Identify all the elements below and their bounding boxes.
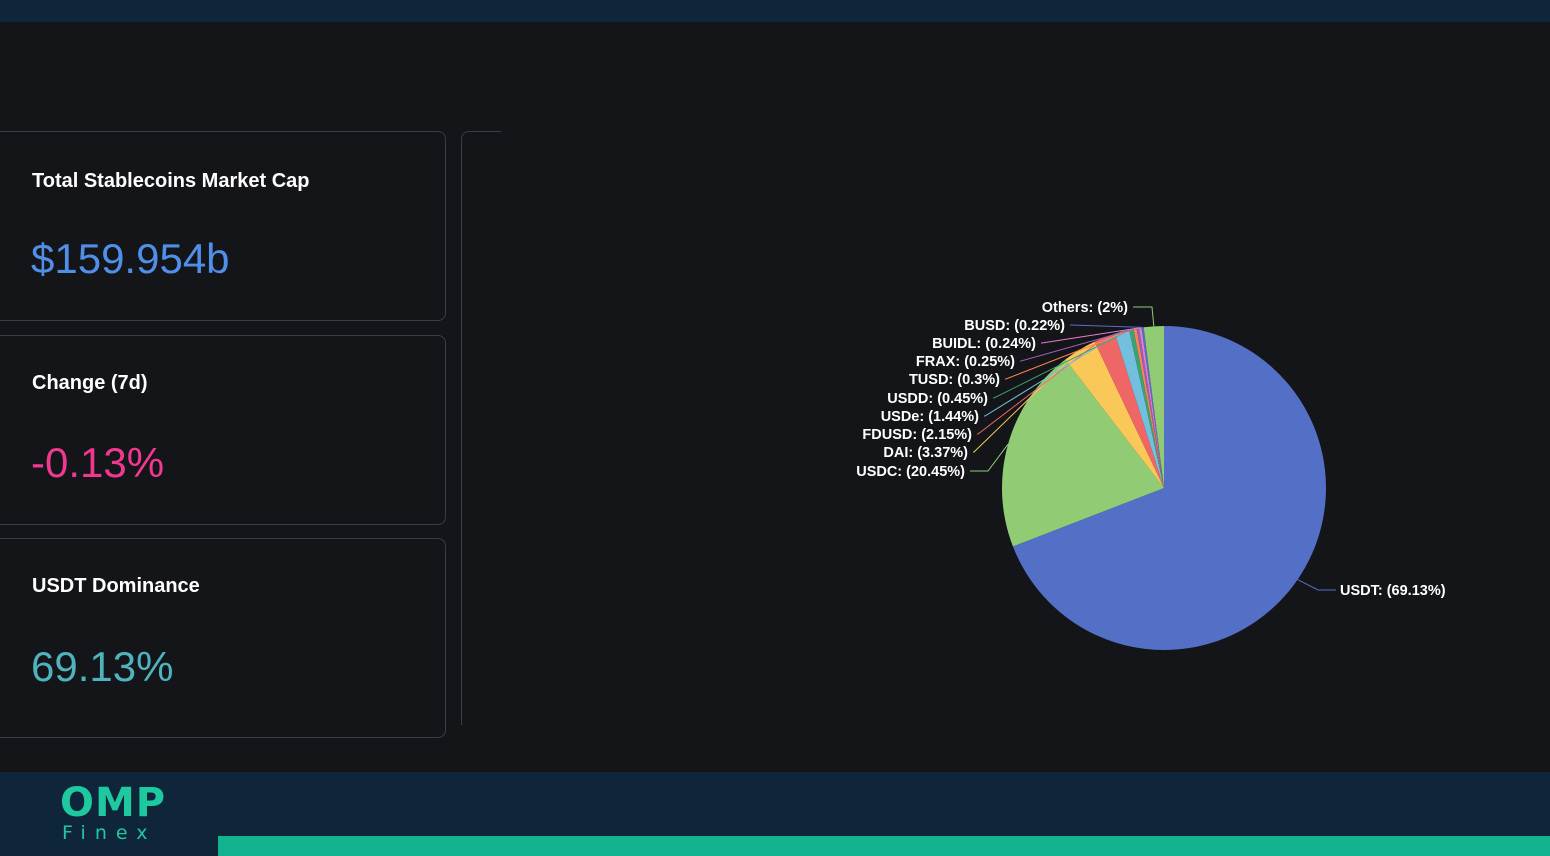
slice-frax[interactable] [1136,327,1164,488]
chart-frame [461,131,501,725]
label-usdt: USDT: (69.13%) [1340,583,1446,599]
leader-line-buidl [1041,327,1141,344]
leader-line-busd [1070,324,1143,328]
leader-line-usdc [970,443,1009,472]
slice-usde[interactable] [1114,329,1164,488]
leader-line-tusd [1005,328,1136,380]
dominance-card: USDT Dominance 69.13% [0,538,446,738]
slice-buidl[interactable] [1139,327,1164,488]
label-usde: USDe: (1.44%) [881,409,979,425]
change-card: Change (7d) -0.13% [0,335,446,525]
label-usdd: USDD: (0.45%) [887,391,988,407]
slice-usdc[interactable] [1001,359,1164,547]
label-busd: BUSD: (0.22%) [964,318,1065,334]
dominance-value: 69.13% [31,643,174,690]
label-tusd: TUSD: (0.3%) [909,372,1000,388]
leader-line-fdusd [977,336,1105,435]
market-cap-card: Total Stablecoins Market Cap $159.954b [0,131,446,321]
label-frax: FRAX: (0.25%) [916,354,1015,370]
leader-line-usdd [993,328,1132,399]
slice-others[interactable] [1143,326,1164,488]
leader-line-usdt [1297,579,1336,591]
label-buidl: BUIDL: (0.24%) [932,336,1036,352]
leader-line-frax [1020,327,1138,362]
change-value: -0.13% [31,439,165,486]
slice-busd[interactable] [1141,327,1164,488]
logo-omp: OMP [60,780,167,826]
dominance-title: USDT Dominance [32,575,200,597]
logo-finex: Finex [62,822,157,844]
accent-strip [218,836,1550,856]
label-others: Others: (2%) [1042,300,1128,316]
slice-usdt[interactable] [1012,326,1326,650]
label-usdc: USDC: (20.45%) [856,464,965,480]
label-dai: DAI: (3.37%) [883,445,968,461]
slice-fdusd[interactable] [1094,333,1164,488]
leader-line-others [1133,306,1155,327]
slice-dai[interactable] [1065,341,1164,488]
top-bar [0,0,1550,22]
market-cap-title: Total Stablecoins Market Cap [32,170,310,192]
leader-line-usde [984,331,1123,417]
label-fdusd: FDUSD: (2.15%) [862,427,972,443]
slice-tusd[interactable] [1133,328,1164,488]
market-cap-value: $159.954b [31,235,230,282]
slice-usdd[interactable] [1129,328,1164,488]
change-title: Change (7d) [32,372,148,394]
